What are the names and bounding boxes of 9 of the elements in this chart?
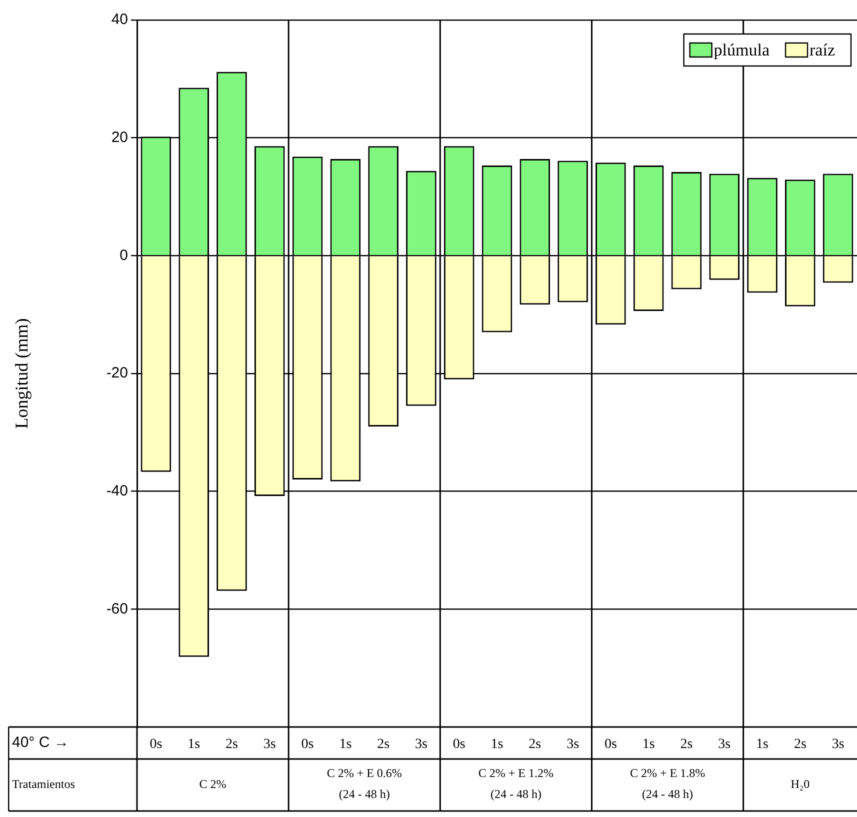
y-tick-label: 40 <box>111 11 128 28</box>
y-tick-label: 0 <box>120 246 128 264</box>
y-tick-label: -20 <box>106 364 128 382</box>
legend-label: raíz <box>810 40 836 60</box>
y-tick-label: -60 <box>106 600 128 618</box>
legend-label: plúmula <box>714 40 770 60</box>
y-tick-label: -40 <box>106 482 128 500</box>
y-axis-title: Longitud (mm) <box>12 318 32 429</box>
y-tick-label: 20 <box>111 128 128 146</box>
